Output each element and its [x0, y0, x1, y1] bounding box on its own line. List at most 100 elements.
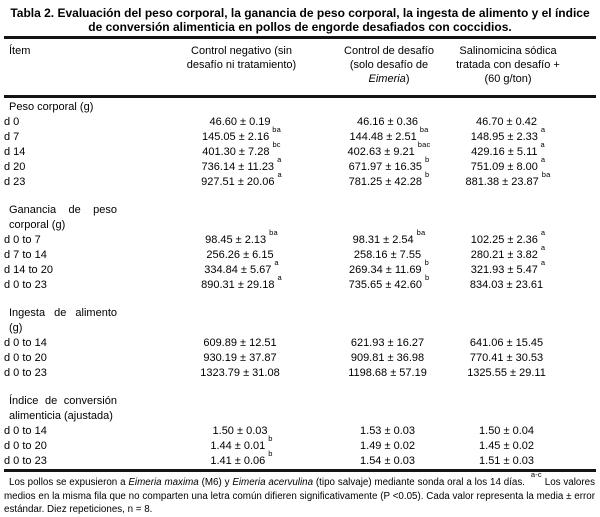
value-cell: 280.21 ± 3.82a: [449, 244, 567, 263]
significance-superscript: ba: [541, 169, 551, 179]
row-label: d 7: [4, 131, 20, 143]
value-cell: 46.60 ± 0.19: [154, 115, 329, 130]
table-row: d 7 to 14 256.26 ± 6.15 258.16 ± 7.55 28…: [4, 244, 567, 263]
significance-superscript: b: [424, 154, 430, 164]
footnote-text-part: Los pollos se expusieron a: [9, 477, 129, 488]
significance-superscript: a: [540, 154, 546, 164]
table-row: d 0 to 23 890.31 ± 29.18a 735.65 ± 42.60…: [4, 274, 567, 293]
section-header-row: Ganancia de peso corporal (g): [4, 203, 567, 233]
value-cell: 930.19 ± 37.87: [154, 351, 329, 366]
significance-superscript: a: [540, 124, 546, 134]
value-cell: 1.50 ± 0.04: [449, 424, 567, 439]
value-cell: 145.05 ± 2.16ba: [154, 126, 329, 145]
cell-value: 429.16 ± 5.11: [471, 146, 538, 158]
section-label: Ganancia de peso corporal (g): [9, 204, 117, 231]
section-cell: Índice de conversión alimenticia (ajusta…: [4, 394, 567, 424]
eimeria-acervulina-italic: Eimeria acervulina: [232, 477, 314, 488]
cell-value: 1.41 ± 0.06: [210, 455, 266, 467]
table-row: d 0 to 7 98.45 ± 2.13ba 98.31 ± 2.54ba 1…: [4, 229, 567, 248]
top-rule: [4, 36, 596, 39]
section-label: Peso corporal (g): [9, 101, 94, 113]
value-cell: 256.26 ± 6.15: [154, 248, 329, 263]
cell-value: 46.60 ± 0.19: [209, 116, 271, 128]
cell-value: 1.50 ± 0.04: [479, 425, 534, 437]
table-title: Tabla 2. Evaluación del peso corporal, l…: [10, 6, 590, 34]
significance-superscript: a: [277, 272, 282, 282]
row-label: d 0: [4, 116, 20, 128]
cell-value: 334.84 ± 5.67: [204, 264, 272, 276]
significance-superscript: a: [277, 169, 282, 179]
significance-superscript: a: [540, 139, 545, 149]
value-cell: 334.84 ± 5.67a: [154, 259, 329, 278]
cell-value: 280.21 ± 3.82: [470, 249, 538, 261]
value-cell: 1.54 ± 0.03: [329, 454, 449, 469]
value-cell: 269.34 ± 11.69b: [329, 259, 449, 278]
table-row: d 7 145.05 ± 2.16ba 144.48 ± 2.51ba 148.…: [4, 126, 567, 145]
section-header-row: Peso corporal (g): [4, 100, 567, 115]
column-header-text: Control de desafío (solo desafío de Eime…: [341, 44, 437, 86]
table-row: d 0 to 20 930.19 ± 37.87 909.81 ± 36.98 …: [4, 351, 567, 366]
column-header-item: Ítem: [9, 45, 31, 57]
value-cell: 1.50 ± 0.03: [154, 424, 329, 439]
cell-value: 736.14 ± 11.23: [201, 161, 275, 173]
footnote-text-part: (M6) y: [198, 477, 233, 488]
footer-rule: [4, 469, 596, 472]
column-header-negative-control: Control negativo (sin desafío ni tratami…: [154, 44, 329, 72]
value-cell: 1198.68 ± 57.19: [329, 366, 449, 381]
cell-value: 1.45 ± 0.02: [479, 440, 534, 452]
footnote: Los pollos se expusieron a Eimeria maxim…: [4, 471, 596, 517]
cell-value: 321.93 ± 5.47: [470, 264, 538, 276]
value-cell: 144.48 ± 2.51ba: [329, 126, 449, 145]
value-cell: 1.44 ± 0.01b: [154, 435, 329, 454]
column-header-text-part: ): [405, 73, 410, 85]
footnote-text-part: Los valores medios en la misma fila que …: [4, 477, 595, 515]
value-cell: 770.41 ± 30.53: [449, 351, 567, 366]
cell-value: 148.95 ± 2.33: [470, 131, 538, 143]
cell-value: 46.16 ± 0.36: [356, 116, 419, 128]
value-cell: 671.97 ± 16.35b: [329, 156, 449, 175]
table-row: d 0 to 14 1.50 ± 0.03 1.53 ± 0.03 1.50 ±…: [4, 424, 567, 439]
value-cell: 735.65 ± 42.60b: [329, 274, 449, 293]
cell-value: 145.05 ± 2.16: [202, 131, 270, 143]
spacer-cell: [4, 293, 567, 306]
table-row: d 23 927.51 ± 20.06a 781.25 ± 42.28b 881…: [4, 171, 567, 190]
cell-value: 256.26 ± 6.15: [206, 249, 274, 261]
section-cell: Peso corporal (g): [4, 100, 567, 115]
cell-value: 1.54 ± 0.03: [360, 455, 415, 467]
section-header-row: Ingesta de alimento (g): [4, 306, 567, 336]
section-label: Índice de conversión alimenticia (ajusta…: [9, 395, 117, 422]
table-row: d 0 to 23 1.41 ± 0.06b 1.54 ± 0.03 1.51 …: [4, 450, 567, 469]
column-header-challenge-control: Control de desafío (solo desafío de Eime…: [329, 44, 449, 86]
spacer-cell: [4, 190, 567, 203]
spacer-cell: [4, 381, 567, 394]
cell-value: 609.89 ± 12.51: [203, 337, 277, 349]
value-cell: 148.95 ± 2.33a: [449, 126, 567, 145]
cell-value: 881.38 ± 23.87: [465, 176, 539, 188]
cell-value: 1.50 ± 0.03: [212, 425, 268, 437]
row-label: d 0 to 23: [4, 455, 47, 467]
significance-superscript: b: [268, 433, 273, 443]
column-header-text: Salinomicina sódica tratada con desafío …: [456, 45, 560, 85]
column-header-salinomycin: Salinomicina sódica tratada con desafío …: [449, 44, 567, 86]
cell-value: 770.41 ± 30.53: [469, 352, 544, 364]
cell-value: 781.25 ± 42.28: [348, 176, 422, 188]
cell-value: 909.81 ± 36.98: [350, 352, 425, 364]
significance-superscript: bac: [417, 139, 431, 149]
value-cell: 641.06 ± 15.45: [449, 336, 567, 351]
value-cell: 98.45 ± 2.13ba: [154, 229, 329, 248]
data-table: Peso corporal (g) d 0 46.60 ± 0.19 46.16…: [4, 100, 567, 469]
significance-superscript: a: [540, 257, 546, 267]
cell-value: 927.51 ± 20.06: [201, 176, 275, 188]
value-cell: 401.30 ± 7.28bc: [154, 141, 329, 160]
table-row: d 20 736.14 ± 11.23a 671.97 ± 16.35b 751…: [4, 156, 567, 175]
value-cell: 1325.55 ± 29.11: [449, 366, 567, 381]
value-cell: 98.31 ± 2.54ba: [329, 229, 449, 248]
cell-value: 98.45 ± 2.13: [205, 234, 267, 246]
spacer-row: [4, 381, 567, 394]
section-header-row: Índice de conversión alimenticia (ajusta…: [4, 394, 567, 424]
value-cell: 609.89 ± 12.51: [154, 336, 329, 351]
significance-superscript: a: [277, 154, 282, 164]
table-row: d 0 46.60 ± 0.19 46.16 ± 0.36 46.70 ± 0.…: [4, 115, 567, 130]
value-cell: 1.51 ± 0.03: [449, 454, 567, 469]
cell-value: 621.93 ± 16.27: [350, 337, 425, 349]
